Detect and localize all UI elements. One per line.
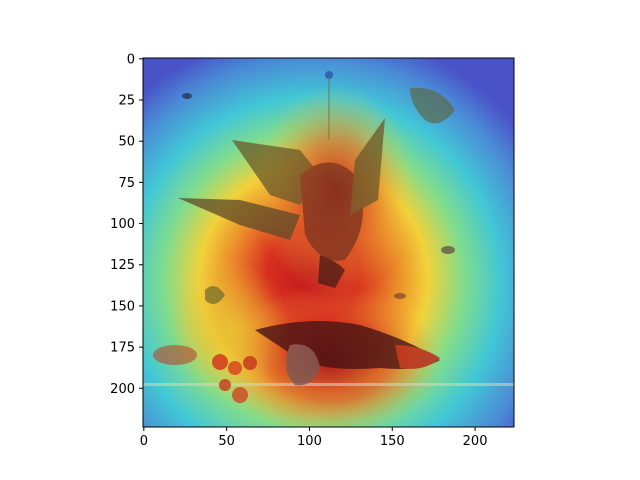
y-tick-label: 200 xyxy=(110,382,135,397)
y-tick-label: 75 xyxy=(118,176,135,191)
x-axis: 0 50 100 150 200 xyxy=(140,427,488,449)
x-tick-label: 50 xyxy=(218,434,235,449)
heatmap-image xyxy=(143,58,514,427)
image-frame xyxy=(142,57,515,428)
lower-bird-shape xyxy=(255,321,440,386)
y-axis: 0 25 50 75 100 125 150 175 200 xyxy=(110,52,143,397)
y-tick-label: 0 xyxy=(127,52,135,67)
y-tick-label: 25 xyxy=(118,94,135,109)
y-tick-label: 175 xyxy=(110,341,135,356)
x-tick-label: 200 xyxy=(463,434,488,449)
x-tick-label: 100 xyxy=(297,434,322,449)
upper-bird-shape xyxy=(178,118,385,288)
cherries-shape xyxy=(153,345,257,403)
y-tick-label: 150 xyxy=(110,299,135,314)
x-tick-label: 150 xyxy=(380,434,405,449)
x-tick-label: 0 xyxy=(140,434,148,449)
y-tick-label: 50 xyxy=(118,135,135,150)
y-tick-label: 125 xyxy=(110,258,135,273)
insects-shape xyxy=(182,71,455,304)
y-tick-label: 100 xyxy=(110,217,135,232)
